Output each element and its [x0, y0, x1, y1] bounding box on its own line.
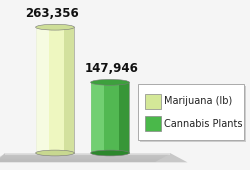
Polygon shape [5, 153, 170, 155]
Polygon shape [0, 157, 164, 158]
Bar [145, 94, 161, 109]
Text: Cannabis Plants: Cannabis Plants [164, 119, 242, 129]
Ellipse shape [36, 150, 74, 156]
Ellipse shape [90, 150, 130, 156]
Polygon shape [90, 82, 104, 153]
Polygon shape [64, 27, 74, 153]
Ellipse shape [36, 24, 74, 30]
Ellipse shape [90, 79, 130, 85]
Text: Marijuana (lb): Marijuana (lb) [164, 96, 232, 106]
Polygon shape [4, 154, 170, 155]
Bar [36, 27, 74, 153]
Bar [145, 116, 161, 131]
Polygon shape [0, 155, 168, 156]
Polygon shape [0, 158, 162, 159]
Text: 263,356: 263,356 [26, 7, 80, 20]
Bar [90, 82, 130, 153]
Polygon shape [0, 153, 188, 162]
Polygon shape [0, 156, 166, 157]
Polygon shape [0, 160, 159, 161]
FancyBboxPatch shape [140, 86, 246, 142]
Polygon shape [0, 161, 156, 162]
Polygon shape [0, 159, 160, 160]
Text: 147,946: 147,946 [84, 62, 138, 75]
Polygon shape [36, 27, 49, 153]
FancyBboxPatch shape [138, 84, 244, 140]
Polygon shape [119, 82, 130, 153]
